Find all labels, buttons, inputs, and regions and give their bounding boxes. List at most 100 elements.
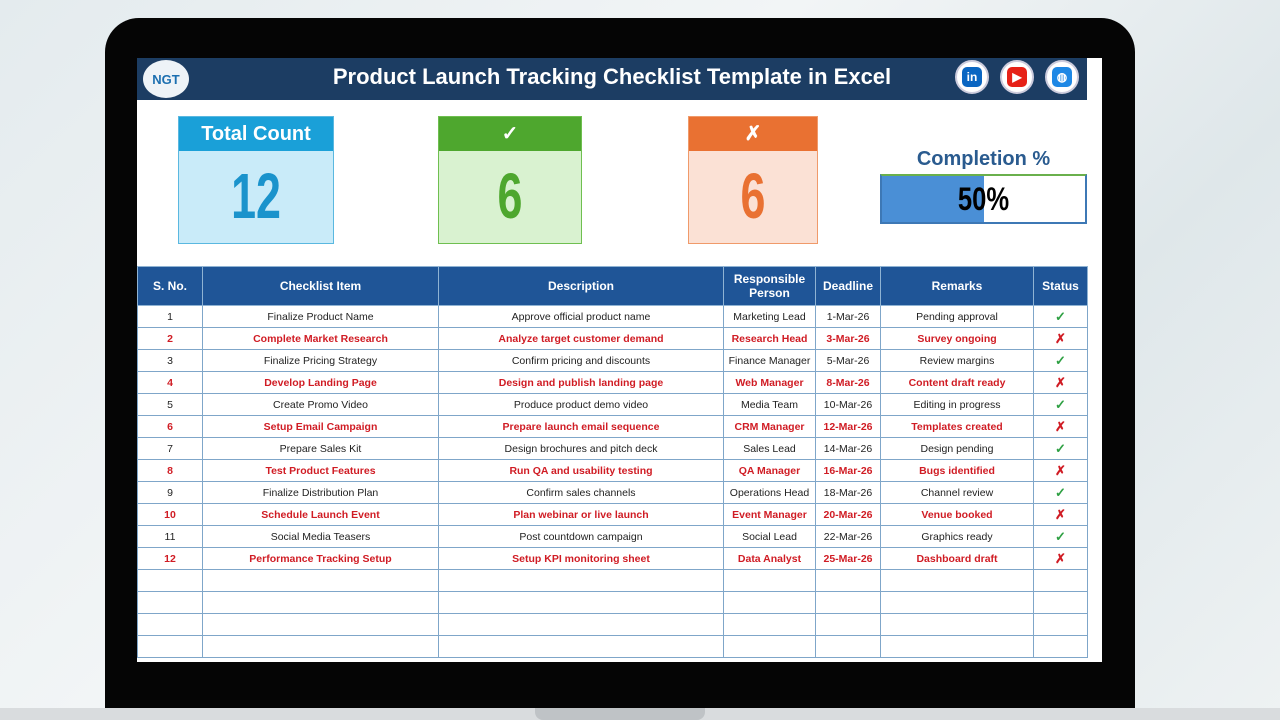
empty-cell[interactable] [1033,591,1088,614]
person-cell[interactable]: Media Team [723,393,816,416]
description-cell[interactable]: Setup KPI monitoring sheet [438,547,724,570]
empty-cell[interactable] [438,591,724,614]
description-cell[interactable]: Confirm pricing and discounts [438,349,724,372]
deadline-cell[interactable]: 20-Mar-26 [815,503,881,526]
deadline-cell[interactable]: 5-Mar-26 [815,349,881,372]
empty-cell[interactable] [723,635,816,658]
person-cell[interactable]: Marketing Lead [723,305,816,328]
serial-cell[interactable]: 10 [137,503,203,526]
status-cell[interactable]: ✓ [1033,305,1088,328]
person-cell[interactable]: QA Manager [723,459,816,482]
serial-cell[interactable]: 11 [137,525,203,548]
status-cell[interactable]: ✗ [1033,327,1088,350]
status-cell[interactable]: ✓ [1033,481,1088,504]
empty-cell[interactable] [1033,613,1088,636]
status-cell[interactable]: ✗ [1033,371,1088,394]
serial-cell[interactable]: 2 [137,327,203,350]
remarks-cell[interactable]: Channel review [880,481,1034,504]
serial-cell[interactable]: 5 [137,393,203,416]
description-cell[interactable]: Plan webinar or live launch [438,503,724,526]
empty-cell[interactable] [880,569,1034,592]
item-cell[interactable]: Finalize Product Name [202,305,439,328]
empty-cell[interactable] [880,591,1034,614]
serial-cell[interactable]: 6 [137,415,203,438]
remarks-cell[interactable]: Graphics ready [880,525,1034,548]
item-cell[interactable]: Schedule Launch Event [202,503,439,526]
empty-cell[interactable] [815,569,881,592]
remarks-cell[interactable]: Content draft ready [880,371,1034,394]
empty-cell[interactable] [880,635,1034,658]
linkedin-button[interactable]: in [955,60,989,94]
description-cell[interactable]: Approve official product name [438,305,724,328]
status-cell[interactable]: ✗ [1033,459,1088,482]
deadline-cell[interactable]: 1-Mar-26 [815,305,881,328]
empty-cell[interactable] [438,635,724,658]
deadline-cell[interactable]: 10-Mar-26 [815,393,881,416]
deadline-cell[interactable]: 8-Mar-26 [815,371,881,394]
empty-cell[interactable] [202,613,439,636]
empty-cell[interactable] [1033,569,1088,592]
item-cell[interactable]: Finalize Distribution Plan [202,481,439,504]
empty-cell[interactable] [723,591,816,614]
serial-cell[interactable]: 12 [137,547,203,570]
person-cell[interactable]: Sales Lead [723,437,816,460]
empty-cell[interactable] [1033,635,1088,658]
remarks-cell[interactable]: Editing in progress [880,393,1034,416]
deadline-cell[interactable]: 16-Mar-26 [815,459,881,482]
empty-cell[interactable] [202,569,439,592]
item-cell[interactable]: Create Promo Video [202,393,439,416]
remarks-cell[interactable]: Survey ongoing [880,327,1034,350]
person-cell[interactable]: Social Lead [723,525,816,548]
globe-button[interactable]: ◍ [1045,60,1079,94]
deadline-cell[interactable]: 12-Mar-26 [815,415,881,438]
status-cell[interactable]: ✓ [1033,437,1088,460]
empty-cell[interactable] [723,613,816,636]
person-cell[interactable]: Data Analyst [723,547,816,570]
description-cell[interactable]: Design brochures and pitch deck [438,437,724,460]
deadline-cell[interactable]: 3-Mar-26 [815,327,881,350]
description-cell[interactable]: Produce product demo video [438,393,724,416]
remarks-cell[interactable]: Bugs identified [880,459,1034,482]
empty-cell[interactable] [137,613,203,636]
empty-cell[interactable] [202,635,439,658]
empty-cell[interactable] [815,613,881,636]
deadline-cell[interactable]: 14-Mar-26 [815,437,881,460]
item-cell[interactable]: Social Media Teasers [202,525,439,548]
deadline-cell[interactable]: 25-Mar-26 [815,547,881,570]
empty-cell[interactable] [137,635,203,658]
empty-cell[interactable] [137,569,203,592]
item-cell[interactable]: Develop Landing Page [202,371,439,394]
empty-cell[interactable] [723,569,816,592]
description-cell[interactable]: Post countdown campaign [438,525,724,548]
serial-cell[interactable]: 7 [137,437,203,460]
serial-cell[interactable]: 8 [137,459,203,482]
item-cell[interactable]: Prepare Sales Kit [202,437,439,460]
item-cell[interactable]: Test Product Features [202,459,439,482]
description-cell[interactable]: Analyze target customer demand [438,327,724,350]
empty-cell[interactable] [202,591,439,614]
remarks-cell[interactable]: Venue booked [880,503,1034,526]
empty-cell[interactable] [438,613,724,636]
remarks-cell[interactable]: Review margins [880,349,1034,372]
serial-cell[interactable]: 1 [137,305,203,328]
empty-cell[interactable] [137,591,203,614]
status-cell[interactable]: ✗ [1033,503,1088,526]
person-cell[interactable]: Event Manager [723,503,816,526]
person-cell[interactable]: Operations Head [723,481,816,504]
remarks-cell[interactable]: Design pending [880,437,1034,460]
youtube-button[interactable]: ▶ [1000,60,1034,94]
item-cell[interactable]: Complete Market Research [202,327,439,350]
description-cell[interactable]: Prepare launch email sequence [438,415,724,438]
empty-cell[interactable] [815,635,881,658]
serial-cell[interactable]: 3 [137,349,203,372]
empty-cell[interactable] [815,591,881,614]
description-cell[interactable]: Design and publish landing page [438,371,724,394]
status-cell[interactable]: ✗ [1033,415,1088,438]
item-cell[interactable]: Performance Tracking Setup [202,547,439,570]
remarks-cell[interactable]: Pending approval [880,305,1034,328]
item-cell[interactable]: Setup Email Campaign [202,415,439,438]
status-cell[interactable]: ✓ [1033,349,1088,372]
deadline-cell[interactable]: 22-Mar-26 [815,525,881,548]
deadline-cell[interactable]: 18-Mar-26 [815,481,881,504]
serial-cell[interactable]: 4 [137,371,203,394]
